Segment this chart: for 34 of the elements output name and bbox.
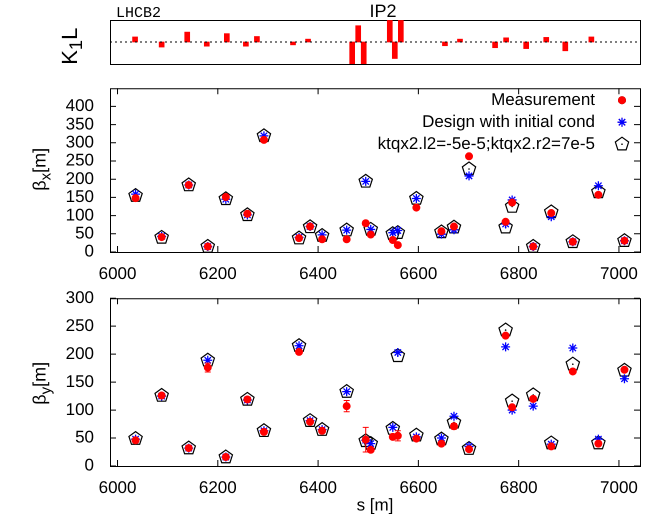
x-tick-label: 7000	[600, 478, 638, 497]
x-axis-title: s [m]	[356, 495, 394, 514]
y-tick-label: 100	[66, 205, 94, 224]
y-tick-label: 50	[75, 428, 94, 447]
annotation: IP2	[369, 1, 397, 21]
y-tick-label: 200	[66, 344, 94, 363]
legend-label: ktqx2.l2=-5e-5;ktqx2.r2=7e-5	[378, 134, 595, 153]
x-tick-label: 6200	[198, 264, 237, 283]
x-tick-label: 6400	[299, 264, 338, 283]
y-tick-label: 0	[84, 242, 94, 261]
x-tick-label: 6400	[299, 478, 338, 497]
annotation: LHCB2	[116, 5, 162, 22]
y-tick-label: 150	[66, 187, 94, 206]
y-tick-label: 150	[66, 372, 94, 391]
y-tick-label: 250	[66, 150, 94, 170]
x-tick-label: 6000	[98, 478, 136, 497]
y-tick-label: 50	[75, 223, 94, 242]
x-tick-label: 6000	[98, 264, 136, 283]
legend-label: Design with initial cond	[422, 112, 595, 131]
y-tick-label: 300	[66, 132, 94, 152]
y-tick-label: 250	[66, 316, 94, 335]
y-tick-label: 350	[66, 114, 94, 134]
y-tick-label: 400	[66, 96, 94, 116]
x-tick-label: 6800	[500, 264, 538, 283]
x-tick-label: 6800	[500, 478, 538, 497]
x-tick-label: 6600	[399, 478, 438, 497]
y-tick-label: 200	[66, 168, 94, 188]
legend-label: Measurement	[491, 90, 596, 109]
x-tick-label: 7000	[600, 264, 638, 283]
x-tick-label: 6600	[399, 264, 438, 283]
y-tick-label: 300	[66, 288, 94, 307]
y-tick-label: 0	[84, 456, 94, 475]
x-tick-label: 6200	[198, 478, 237, 497]
y-tick-label: 100	[66, 400, 94, 419]
